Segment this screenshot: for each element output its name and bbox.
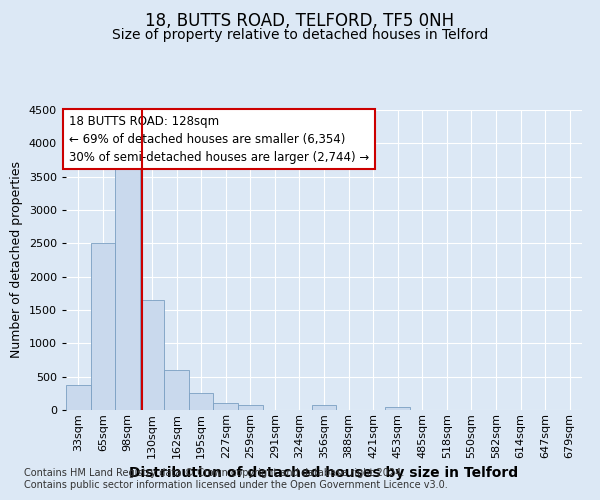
Text: Contains public sector information licensed under the Open Government Licence v3: Contains public sector information licen…	[24, 480, 448, 490]
Text: Contains HM Land Registry data © Crown copyright and database right 2024.: Contains HM Land Registry data © Crown c…	[24, 468, 404, 477]
Bar	[115, 162, 140, 410]
Text: Size of property relative to detached houses in Telford: Size of property relative to detached ho…	[112, 28, 488, 42]
Bar	[189, 394, 214, 410]
Bar	[140, 300, 164, 410]
Text: 18 BUTTS ROAD: 128sqm
← 69% of detached houses are smaller (6,354)
30% of semi-d: 18 BUTTS ROAD: 128sqm ← 69% of detached …	[68, 114, 369, 164]
Bar	[385, 406, 410, 410]
Y-axis label: Number of detached properties: Number of detached properties	[10, 162, 23, 358]
Bar	[238, 406, 263, 410]
Bar	[91, 244, 115, 410]
Bar	[312, 406, 336, 410]
Text: 18, BUTTS ROAD, TELFORD, TF5 0NH: 18, BUTTS ROAD, TELFORD, TF5 0NH	[145, 12, 455, 30]
Bar	[164, 370, 189, 410]
Bar	[214, 402, 238, 410]
Bar	[66, 385, 91, 410]
X-axis label: Distribution of detached houses by size in Telford: Distribution of detached houses by size …	[130, 466, 518, 480]
